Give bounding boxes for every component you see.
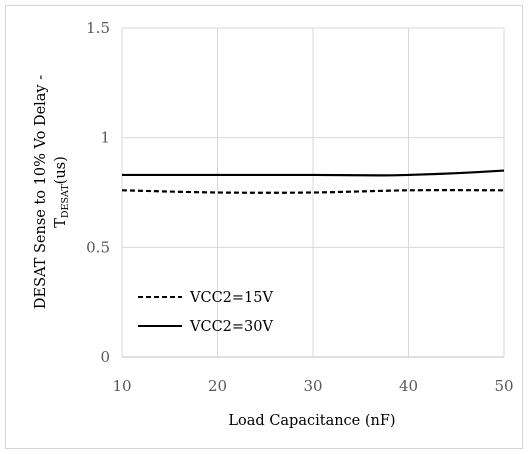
x-tick-label: 30 bbox=[303, 377, 322, 395]
y-tick-label: 1.5 bbox=[86, 19, 110, 37]
series-line-vcc2-30v bbox=[121, 169, 505, 177]
data-series bbox=[121, 169, 505, 194]
y-axis-title-line-1: DESAT Sense to 10% Vo Delay - bbox=[33, 75, 49, 309]
y-axis-title-subscript: DESAT bbox=[60, 184, 71, 218]
y-axis-title-base: T bbox=[53, 218, 69, 228]
x-tick-label: 50 bbox=[494, 377, 513, 395]
y-axis-title-line-2: TDESAT(us) bbox=[53, 156, 71, 228]
gridlines bbox=[121, 27, 505, 357]
legend-label-vcc2-15v: VCC2=15V bbox=[189, 290, 273, 306]
y-tick-label: 0 bbox=[100, 348, 110, 366]
x-axis-title: Load Capacitance (nF) bbox=[228, 413, 395, 429]
x-tick-label: 20 bbox=[208, 377, 227, 395]
legend: VCC2=15V VCC2=30V bbox=[138, 290, 273, 335]
tick-labels: 10 20 30 40 50 0 0.5 1 1.5 bbox=[86, 19, 513, 395]
x-tick-label: 10 bbox=[112, 377, 131, 395]
y-axis-title-unit: (us) bbox=[53, 156, 69, 184]
legend-label-vcc2-30v: VCC2=30V bbox=[189, 319, 273, 335]
x-tick-label: 40 bbox=[399, 377, 418, 395]
y-tick-label: 1 bbox=[100, 129, 110, 147]
y-tick-label: 0.5 bbox=[86, 238, 110, 256]
chart-frame bbox=[5, 5, 523, 449]
